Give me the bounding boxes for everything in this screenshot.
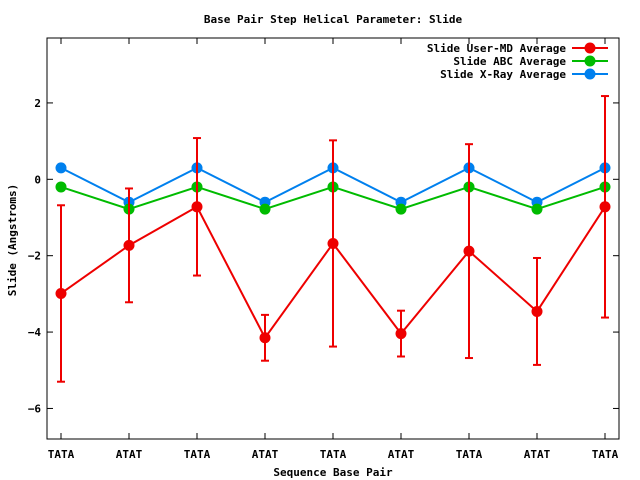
data-point	[55, 162, 67, 174]
legend-marker	[584, 42, 596, 54]
x-tick-label: TATA	[456, 448, 483, 461]
data-point	[259, 203, 271, 215]
x-tick-label: ATAT	[524, 448, 551, 461]
x-tick-label: TATA	[48, 448, 75, 461]
legend-label: Slide User-MD Average	[427, 42, 566, 55]
data-point	[531, 203, 543, 215]
x-tick-label: TATA	[320, 448, 347, 461]
x-tick-label: TATA	[184, 448, 211, 461]
x-tick-label: ATAT	[116, 448, 143, 461]
y-tick-label: −2	[28, 250, 41, 263]
data-point	[191, 201, 203, 213]
y-tick-label: 2	[34, 97, 41, 110]
legend-label: Slide ABC Average	[453, 55, 566, 68]
legend-marker	[584, 68, 596, 80]
legend-label: Slide X-Ray Average	[440, 68, 566, 81]
x-tick-label: ATAT	[388, 448, 415, 461]
data-point	[55, 181, 67, 193]
data-point	[395, 328, 407, 340]
series-group	[55, 95, 611, 383]
y-tick-label: −4	[28, 326, 42, 339]
data-point	[599, 201, 611, 213]
data-point	[55, 287, 67, 299]
x-axis-label: Sequence Base Pair	[273, 466, 393, 479]
x-tick-label: TATA	[592, 448, 619, 461]
y-axis-label: Slide (Angstroms)	[6, 184, 19, 297]
data-point	[531, 305, 543, 317]
series-layer	[55, 95, 611, 383]
data-point	[259, 332, 271, 344]
legend-marker	[584, 55, 596, 67]
data-point	[395, 203, 407, 215]
data-point	[463, 245, 475, 257]
data-point	[123, 239, 135, 251]
y-tick-label: −6	[28, 402, 42, 415]
chart-title: Base Pair Step Helical Parameter: Slide	[204, 13, 463, 26]
y-tick-label: 0	[34, 173, 41, 186]
axis-ticks: 2 0 −2 −4 −6 TATA ATAT TATA ATAT TATA ATAT TATA ATAT…	[28, 38, 619, 461]
data-point	[327, 237, 339, 249]
x-tick-label: ATAT	[252, 448, 279, 461]
